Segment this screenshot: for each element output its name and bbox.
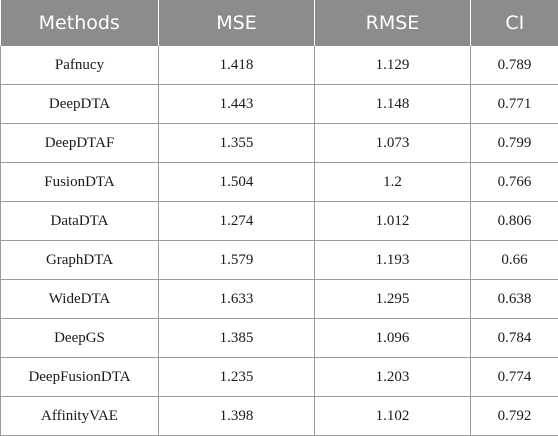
cell-ci: 0.766 [471, 163, 558, 202]
header-mse: MSE [159, 0, 315, 46]
table-row: DeepFusionDTA 1.235 1.203 0.774 [1, 358, 558, 397]
cell-mse: 1.274 [159, 202, 315, 241]
header-methods: Methods [1, 0, 159, 46]
table-row: DeepDTAF 1.355 1.073 0.799 [1, 124, 558, 163]
cell-ci: 0.799 [471, 124, 558, 163]
table-row: WideDTA 1.633 1.295 0.638 [1, 280, 558, 319]
table-row: DeepGS 1.385 1.096 0.784 [1, 319, 558, 358]
table-row: DataDTA 1.274 1.012 0.806 [1, 202, 558, 241]
cell-method: DataDTA [1, 202, 159, 241]
table-header: Methods MSE RMSE CI [1, 0, 558, 46]
cell-rmse: 1.2 [315, 163, 471, 202]
cell-method: GraphDTA [1, 241, 159, 280]
cell-ci: 0.789 [471, 46, 558, 85]
cell-rmse: 1.102 [315, 397, 471, 436]
table-row: Pafnucy 1.418 1.129 0.789 [1, 46, 558, 85]
header-row: Methods MSE RMSE CI [1, 0, 558, 46]
cell-rmse: 1.193 [315, 241, 471, 280]
cell-mse: 1.235 [159, 358, 315, 397]
cell-ci: 0.806 [471, 202, 558, 241]
cell-mse: 1.504 [159, 163, 315, 202]
cell-rmse: 1.295 [315, 280, 471, 319]
cell-ci: 0.638 [471, 280, 558, 319]
table-row: DeepDTA 1.443 1.148 0.771 [1, 85, 558, 124]
cell-rmse: 1.203 [315, 358, 471, 397]
cell-mse: 1.385 [159, 319, 315, 358]
cell-mse: 1.443 [159, 85, 315, 124]
table-row: FusionDTA 1.504 1.2 0.766 [1, 163, 558, 202]
table-row: GraphDTA 1.579 1.193 0.66 [1, 241, 558, 280]
cell-method: DeepDTA [1, 85, 159, 124]
header-rmse: RMSE [315, 0, 471, 46]
cell-rmse: 1.096 [315, 319, 471, 358]
cell-ci: 0.792 [471, 397, 558, 436]
cell-rmse: 1.012 [315, 202, 471, 241]
cell-mse: 1.398 [159, 397, 315, 436]
cell-mse: 1.579 [159, 241, 315, 280]
cell-ci: 0.774 [471, 358, 558, 397]
table-row: AffinityVAE 1.398 1.102 0.792 [1, 397, 558, 436]
cell-method: DeepGS [1, 319, 159, 358]
cell-ci: 0.784 [471, 319, 558, 358]
cell-method: WideDTA [1, 280, 159, 319]
cell-rmse: 1.129 [315, 46, 471, 85]
cell-method: DeepFusionDTA [1, 358, 159, 397]
header-ci: CI [471, 0, 558, 46]
cell-method: AffinityVAE [1, 397, 159, 436]
cell-method: Pafnucy [1, 46, 159, 85]
cell-mse: 1.633 [159, 280, 315, 319]
cell-mse: 1.355 [159, 124, 315, 163]
table-body: Pafnucy 1.418 1.129 0.789 DeepDTA 1.443 … [1, 46, 558, 436]
cell-method: DeepDTAF [1, 124, 159, 163]
cell-rmse: 1.073 [315, 124, 471, 163]
cell-rmse: 1.148 [315, 85, 471, 124]
cell-ci: 0.66 [471, 241, 558, 280]
cell-mse: 1.418 [159, 46, 315, 85]
cell-method: FusionDTA [1, 163, 159, 202]
cell-ci: 0.771 [471, 85, 558, 124]
